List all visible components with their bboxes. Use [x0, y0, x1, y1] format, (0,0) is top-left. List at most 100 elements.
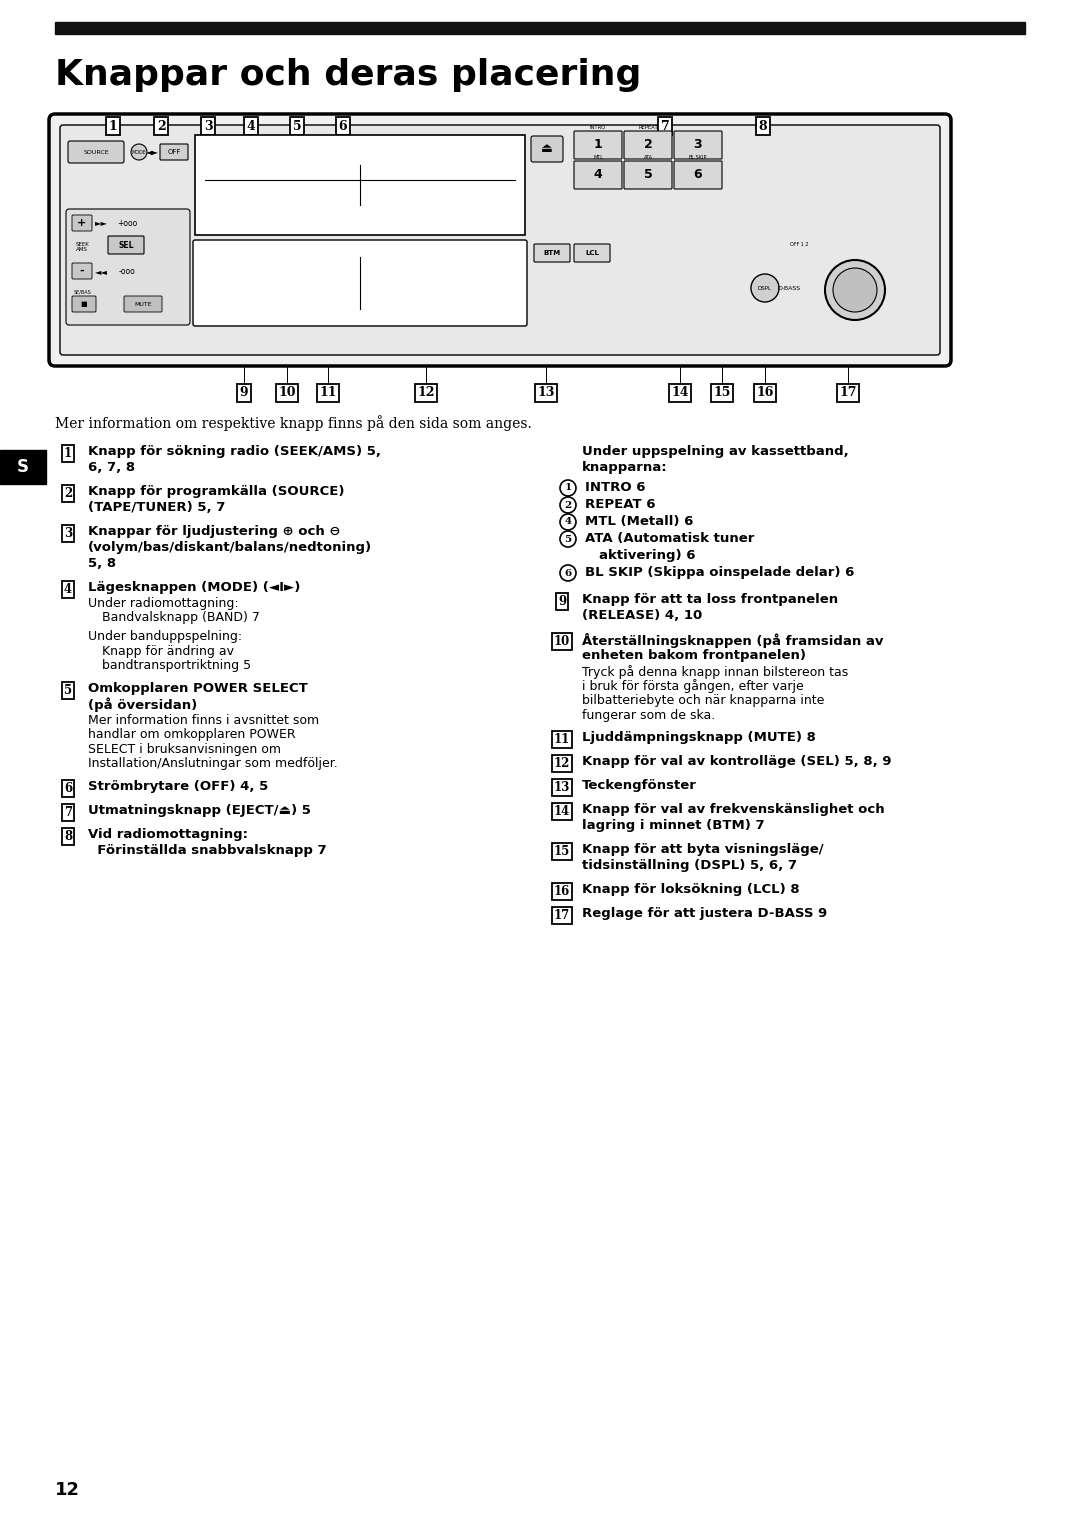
Text: Omkopplaren POWER SELECT: Omkopplaren POWER SELECT — [87, 682, 308, 694]
Text: 12: 12 — [554, 757, 570, 770]
Text: (volym/bas/diskant/balans/nedtoning): (volym/bas/diskant/balans/nedtoning) — [87, 541, 373, 553]
Text: aktivering) 6: aktivering) 6 — [599, 549, 696, 563]
Text: INTRO: INTRO — [590, 126, 606, 130]
Text: Under radiomottagning:: Under radiomottagning: — [87, 596, 239, 610]
Text: MUTE: MUTE — [134, 302, 152, 307]
Text: MTL (Metall) 6: MTL (Metall) 6 — [585, 515, 693, 527]
Text: Knapp för sökning radio (SEEK/AMS) 5,: Knapp för sökning radio (SEEK/AMS) 5, — [87, 445, 381, 458]
Text: 2: 2 — [565, 500, 571, 509]
FancyBboxPatch shape — [573, 130, 622, 159]
Text: LCL: LCL — [585, 250, 599, 256]
Text: OFF: OFF — [167, 149, 180, 155]
Text: ATA (Automatisk tuner: ATA (Automatisk tuner — [585, 532, 754, 546]
Text: 2: 2 — [644, 138, 652, 152]
Text: 16: 16 — [554, 885, 570, 898]
Text: Knapp för programkälla (SOURCE): Knapp för programkälla (SOURCE) — [87, 484, 345, 498]
FancyBboxPatch shape — [49, 113, 951, 366]
Text: 11: 11 — [320, 386, 337, 400]
Text: 6: 6 — [64, 782, 72, 796]
Text: ►►: ►► — [95, 219, 108, 227]
Text: 5: 5 — [644, 169, 652, 181]
Text: SE/BAS: SE/BAS — [73, 290, 91, 294]
Text: 17: 17 — [839, 386, 856, 400]
Text: 5: 5 — [64, 684, 72, 698]
Text: (RELEASE) 4, 10: (RELEASE) 4, 10 — [582, 609, 702, 622]
Text: 10: 10 — [554, 635, 570, 648]
Text: 10: 10 — [279, 386, 296, 400]
Text: Lägesknappen (MODE) (◄I►): Lägesknappen (MODE) (◄I►) — [87, 581, 300, 593]
Text: 6: 6 — [693, 169, 702, 181]
Text: DSPL: DSPL — [758, 285, 772, 290]
Text: Utmatningsknapp (EJECT/⏏) 5: Utmatningsknapp (EJECT/⏏) 5 — [87, 803, 311, 817]
Text: tidsinställning (DSPL) 5, 6, 7: tidsinställning (DSPL) 5, 6, 7 — [582, 858, 797, 872]
Circle shape — [825, 261, 885, 320]
Bar — [0, 451, 46, 484]
Text: +: + — [78, 218, 86, 228]
Text: 3: 3 — [693, 138, 702, 152]
Bar — [55, 21, 1025, 34]
Text: S: S — [17, 458, 29, 477]
Circle shape — [833, 268, 877, 313]
Text: ◄►: ◄► — [146, 147, 159, 156]
Text: BL SKIP (Skippa oinspelade delar) 6: BL SKIP (Skippa oinspelade delar) 6 — [585, 566, 854, 579]
Text: 17: 17 — [554, 909, 570, 923]
Text: 4: 4 — [565, 518, 571, 526]
Text: SEL: SEL — [118, 241, 134, 250]
Text: SEEK
AMS: SEEK AMS — [76, 242, 89, 253]
Text: ■: ■ — [81, 300, 87, 307]
Text: 5: 5 — [293, 120, 301, 132]
Text: 8: 8 — [64, 831, 72, 843]
Text: SOURCE: SOURCE — [83, 150, 109, 155]
Text: Förinställda snabbvalsknapp 7: Förinställda snabbvalsknapp 7 — [87, 843, 326, 857]
FancyBboxPatch shape — [534, 244, 570, 262]
Text: 8: 8 — [758, 120, 767, 132]
Text: 4: 4 — [594, 169, 603, 181]
Text: lagring i minnet (BTM) 7: lagring i minnet (BTM) 7 — [582, 819, 765, 832]
Text: 16: 16 — [756, 386, 773, 400]
Text: Knapp för ändring av: Knapp för ändring av — [102, 645, 234, 658]
FancyBboxPatch shape — [72, 264, 92, 279]
Text: MTL: MTL — [593, 155, 603, 159]
FancyBboxPatch shape — [60, 126, 940, 356]
Bar — [195, 135, 525, 235]
FancyBboxPatch shape — [573, 244, 610, 262]
Text: Knapp för val av kontrolläge (SEL) 5, 8, 9: Knapp för val av kontrolläge (SEL) 5, 8,… — [582, 754, 891, 768]
Text: 14: 14 — [554, 805, 570, 819]
Text: (TAPE/TUNER) 5, 7: (TAPE/TUNER) 5, 7 — [87, 501, 226, 514]
Text: 7: 7 — [661, 120, 670, 132]
FancyBboxPatch shape — [624, 161, 672, 189]
Text: 15: 15 — [713, 386, 731, 400]
Text: (på översidan): (på översidan) — [87, 698, 198, 713]
Text: bandtransportriktning 5: bandtransportriktning 5 — [102, 659, 252, 673]
FancyBboxPatch shape — [108, 236, 144, 254]
Text: Knappar för ljudjustering ⊕ och ⊖: Knappar för ljudjustering ⊕ och ⊖ — [87, 524, 340, 538]
Text: 5, 8: 5, 8 — [87, 556, 117, 570]
Text: 15: 15 — [554, 845, 570, 858]
Text: 3: 3 — [64, 527, 72, 540]
Text: Knapp för loksökning (LCL) 8: Knapp för loksökning (LCL) 8 — [582, 883, 799, 895]
Text: 6: 6 — [339, 120, 348, 132]
Text: +ooo: +ooo — [117, 219, 137, 227]
Text: SELECT i bruksanvisningen om: SELECT i bruksanvisningen om — [87, 744, 281, 756]
Text: -ooo: -ooo — [119, 267, 135, 276]
FancyBboxPatch shape — [674, 161, 723, 189]
Text: 6, 7, 8: 6, 7, 8 — [87, 461, 135, 474]
Text: knapparna:: knapparna: — [582, 461, 667, 474]
Text: Ljuddämpningsknapp (MUTE) 8: Ljuddämpningsknapp (MUTE) 8 — [582, 731, 815, 744]
Text: Vid radiomottagning:: Vid radiomottagning: — [87, 828, 248, 840]
Text: MODE: MODE — [132, 150, 147, 155]
Text: D-BASS: D-BASS — [778, 285, 800, 290]
Text: Under uppspelning av kassettband,: Under uppspelning av kassettband, — [582, 445, 849, 458]
FancyBboxPatch shape — [573, 161, 622, 189]
Text: bilbatteriebyte och när knapparna inte: bilbatteriebyte och när knapparna inte — [582, 694, 824, 707]
Text: 1: 1 — [565, 483, 571, 492]
Text: Under banduppspelning:: Under banduppspelning: — [87, 630, 242, 644]
Text: Installation/Anslutningar som medföljer.: Installation/Anslutningar som medföljer. — [87, 757, 338, 771]
Text: 11: 11 — [554, 733, 570, 747]
Text: BTM: BTM — [543, 250, 561, 256]
Text: ATA: ATA — [644, 155, 652, 159]
Text: handlar om omkopplaren POWER: handlar om omkopplaren POWER — [87, 728, 296, 742]
FancyBboxPatch shape — [160, 144, 188, 159]
Text: Reglage för att justera D-BASS 9: Reglage för att justera D-BASS 9 — [582, 908, 827, 920]
FancyBboxPatch shape — [66, 208, 190, 325]
